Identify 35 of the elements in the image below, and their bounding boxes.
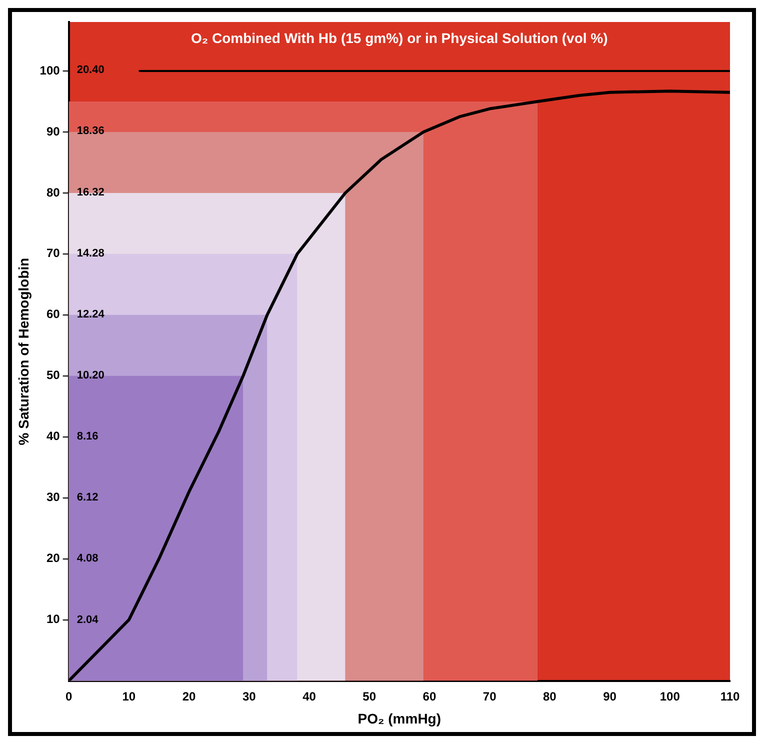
x-tick-label: 0: [65, 689, 72, 704]
y-tick-label: 20: [46, 551, 60, 566]
y-tick-label: 60: [46, 307, 60, 322]
y2-tick-label: 20.40: [76, 64, 104, 76]
x-tick-label: 60: [422, 689, 436, 704]
x-tick-label: 100: [660, 689, 680, 704]
y-tick-label: 30: [46, 490, 60, 504]
x-tick-label: 50: [362, 689, 376, 704]
x-axis-title: PO₂ (mmHg): [358, 710, 442, 726]
x-tick-label: 70: [482, 689, 497, 704]
y2-tick-label: 18.36: [76, 125, 104, 138]
x-tick-label: 10: [122, 689, 136, 704]
y-tick-label: 10: [46, 612, 60, 626]
y2-tick-label: 16.32: [76, 186, 104, 198]
x-tick-label: 40: [302, 689, 316, 704]
y2-tick-label: 8.16: [76, 430, 98, 443]
y2-tick-label: 6.12: [76, 492, 98, 504]
y2-tick-label: 4.08: [76, 552, 98, 565]
y2-tick-label: 2.04: [76, 614, 100, 626]
y-axis-title: % Saturation of Hemoglobin: [15, 258, 32, 446]
x-tick-label: 20: [182, 689, 196, 704]
y-tick-label: 50: [46, 368, 60, 382]
y-tick-label: 40: [46, 429, 60, 444]
x-tick-label: 30: [242, 689, 256, 704]
y-tick-label: 90: [46, 124, 60, 138]
y-tick-label: 100: [40, 63, 60, 78]
y2-tick-label: 12.24: [76, 308, 106, 320]
y2-tick-label: 10.20: [76, 369, 104, 382]
y-tick-label: 70: [46, 246, 60, 260]
text: O₂ Combined With Hb (15 gm%) or in Physical Solution (vol %): [190, 30, 609, 46]
y2-tick-label: 14.28: [76, 247, 104, 260]
x-tick-label: 110: [720, 689, 740, 704]
x-tick-label: 80: [543, 689, 557, 704]
y-tick-label: 80: [46, 185, 60, 200]
x-tick-label: 90: [603, 689, 617, 704]
